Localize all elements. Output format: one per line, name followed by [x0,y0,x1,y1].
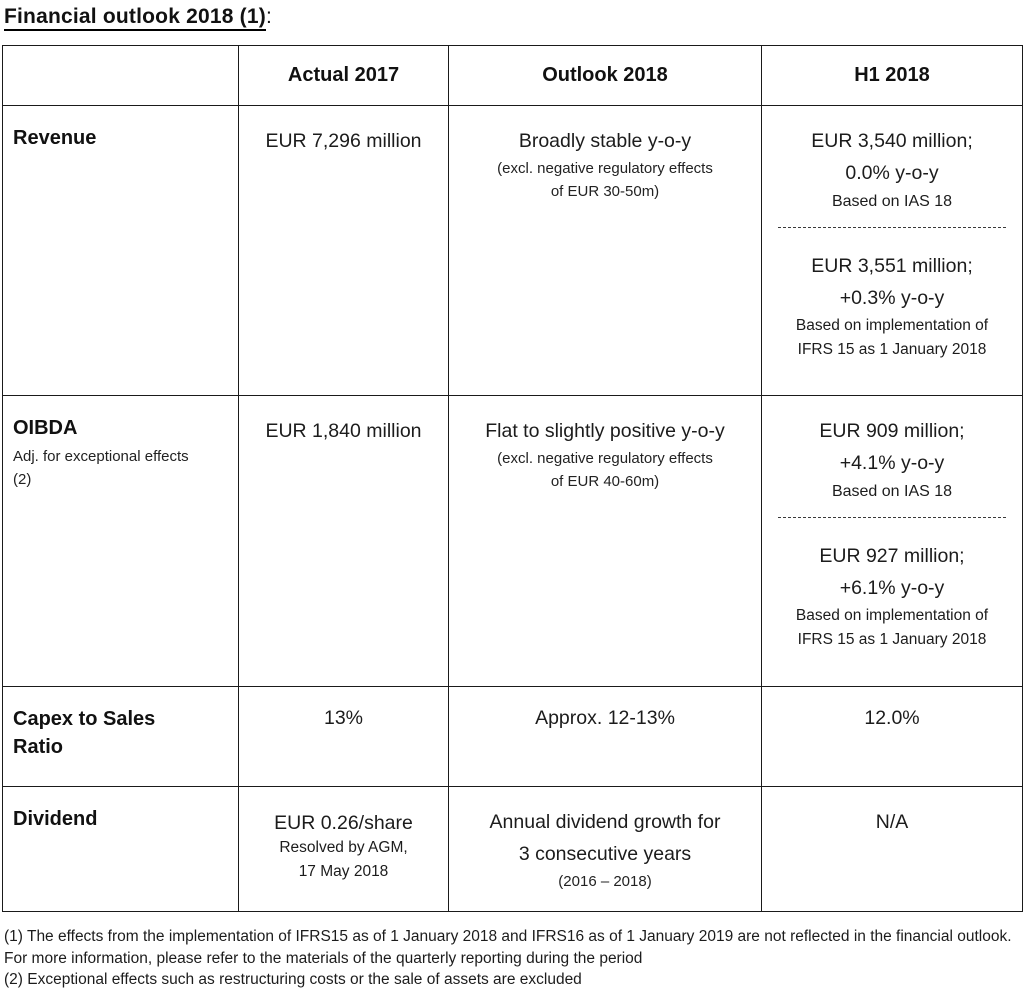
table-row-revenue: Revenue EUR 7,296 million Broadly stable… [2,105,1023,396]
oibda-outlook-note-line1: (excl. negative regulatory effects [497,450,713,467]
oibda-h1-ifrs-value: EUR 927 million; [819,545,965,567]
capex-label-line2: Ratio [13,736,63,758]
revenue-actual-value: EUR 7,296 million [265,130,422,152]
oibda-sublabel-line2: (2) [13,471,32,488]
footnote-2: (2) Exceptional effects such as restruct… [4,971,582,988]
capex-outlook-value: Approx. 12-13% [535,707,675,729]
dividend-h1-cell: N/A [761,786,1023,912]
oibda-h1-ifrs-yoy: +6.1% y-o-y [839,577,945,599]
revenue-outlook-main: Broadly stable y-o-y [518,130,692,152]
capex-h1-value: 12.0% [864,707,920,729]
dividend-label-cell: Dividend [2,786,239,912]
capex-outlook-cell: Approx. 12-13% [448,686,762,787]
revenue-h1-ias-block: EUR 3,540 million; 0.0% y-o-y Based on I… [762,125,1022,214]
revenue-outlook-cell: Broadly stable y-o-y (excl. negative reg… [448,105,762,396]
revenue-h1-ifrs-block: EUR 3,551 million; +0.3% y-o-y Based on … [762,250,1022,362]
financial-outlook-table: Actual 2017 Outlook 2018 H1 2018 Revenue… [2,45,1023,912]
oibda-outlook-cell: Flat to slightly positive y-o-y (excl. n… [448,395,762,687]
dividend-label: Dividend [13,808,98,830]
dividend-actual-value: EUR 0.26/share [274,812,413,834]
oibda-sublabel-line1: Adj. for exceptional effects [13,448,189,465]
dividend-actual-note-line1: Resolved by AGM, [279,839,408,856]
col-header-h1-2018: H1 2018 [761,45,1023,106]
dividend-h1-value: N/A [875,811,909,833]
dividend-outlook-cell: Annual dividend growth for 3 consecutive… [448,786,762,912]
revenue-label-cell: Revenue [2,105,239,396]
oibda-h1-ifrs-basis-line2: IFRS 15 as 1 January 2018 [797,631,987,648]
dividend-outlook-line1: Annual dividend growth for [489,811,721,833]
revenue-outlook-note-line2: of EUR 30-50m) [550,183,660,200]
dividend-outlook-line2: 3 consecutive years [518,843,692,865]
revenue-h1-ias-value: EUR 3,540 million; [811,130,973,152]
table-row-oibda: OIBDA Adj. for exceptional effects (2) E… [2,395,1023,687]
revenue-h1-ias-yoy: 0.0% y-o-y [845,162,939,184]
capex-label-cell: Capex to Sales Ratio [2,686,239,787]
revenue-h1-ias-basis: Based on IAS 18 [831,193,953,210]
footnotes: (1) The effects from the implementation … [4,926,1020,991]
dividend-outlook-note: (2016 – 2018) [558,873,652,890]
revenue-h1-ifrs-basis-line2: IFRS 15 as 1 January 2018 [797,341,987,358]
revenue-h1-divider [777,227,1007,228]
oibda-actual-cell: EUR 1,840 million [238,395,449,687]
revenue-label: Revenue [13,127,97,149]
oibda-h1-ifrs-basis-line1: Based on implementation of [795,607,989,624]
table-row-dividend: Dividend EUR 0.26/share Resolved by AGM,… [2,786,1023,912]
oibda-h1-ias-basis: Based on IAS 18 [831,483,953,500]
oibda-label: OIBDA [13,417,78,439]
revenue-h1-ifrs-basis-line1: Based on implementation of [795,317,989,334]
oibda-label-cell: OIBDA Adj. for exceptional effects (2) [2,395,239,687]
oibda-outlook-note-line2: of EUR 40-60m) [550,473,660,490]
col-header-actual-2017: Actual 2017 [238,45,449,106]
page-title-text: Financial outlook 2018 (1) [4,5,266,31]
capex-label-line1: Capex to Sales [13,708,156,730]
revenue-h1-ifrs-value: EUR 3,551 million; [811,255,973,277]
revenue-actual-cell: EUR 7,296 million [238,105,449,396]
footnote-1: (1) The effects from the implementation … [4,928,1012,967]
revenue-outlook-note-line1: (excl. negative regulatory effects [497,160,713,177]
oibda-h1-ias-block: EUR 909 million; +4.1% y-o-y Based on IA… [762,415,1022,504]
table-header-row: Actual 2017 Outlook 2018 H1 2018 [2,45,1023,106]
page-title: Financial outlook 2018 (1): [4,5,1022,31]
dividend-actual-note-line2: 17 May 2018 [298,863,389,880]
oibda-h1-ifrs-block: EUR 927 million; +6.1% y-o-y Based on im… [762,540,1022,652]
dividend-actual-cell: EUR 0.26/share Resolved by AGM, 17 May 2… [238,786,449,912]
oibda-h1-ias-value: EUR 909 million; [819,420,965,442]
revenue-h1-cell: EUR 3,540 million; 0.0% y-o-y Based on I… [761,105,1023,396]
table-row-capex: Capex to Sales Ratio 13% Approx. 12-13% … [2,686,1023,787]
page-title-colon: : [265,5,272,28]
col-header-outlook-2018: Outlook 2018 [448,45,762,106]
oibda-h1-ias-yoy: +4.1% y-o-y [839,452,945,474]
capex-h1-cell: 12.0% [761,686,1023,787]
col-header-empty [2,45,239,106]
oibda-h1-cell: EUR 909 million; +4.1% y-o-y Based on IA… [761,395,1023,687]
oibda-h1-divider [777,517,1007,518]
oibda-actual-value: EUR 1,840 million [265,420,422,442]
capex-actual-cell: 13% [238,686,449,787]
oibda-outlook-main: Flat to slightly positive y-o-y [485,420,725,442]
revenue-h1-ifrs-yoy: +0.3% y-o-y [839,287,945,309]
capex-actual-value: 13% [323,707,364,729]
